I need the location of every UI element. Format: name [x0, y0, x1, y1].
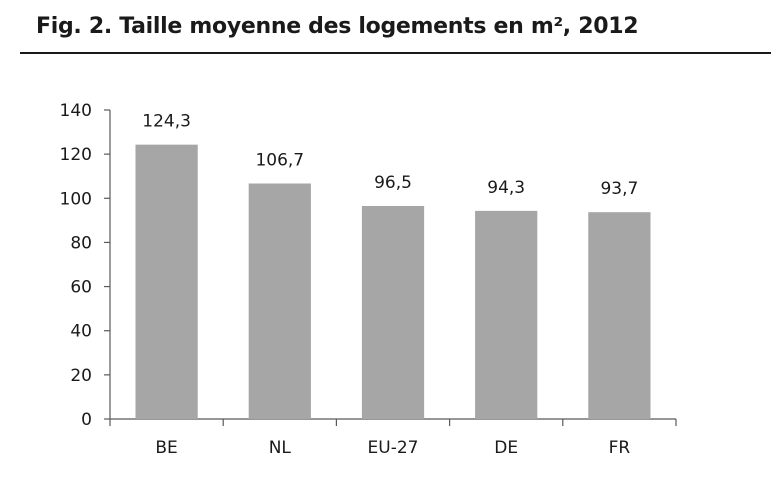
y-tick-label: 100	[60, 189, 92, 209]
title-divider	[20, 52, 771, 54]
x-tick-label: BE	[155, 438, 177, 458]
bar-de	[475, 210, 538, 419]
y-tick-label: 20	[70, 366, 92, 386]
data-label-fr: 93,7	[600, 179, 638, 199]
bar-be	[135, 144, 198, 419]
x-axis: BE NL EU-27 DE FR	[109, 418, 677, 458]
data-label-de: 94,3	[487, 178, 525, 198]
data-label-nl: 106,7	[255, 150, 304, 170]
y-tick-label: 60	[70, 278, 92, 298]
x-tick-label: EU-27	[368, 438, 419, 458]
y-tick-label: 40	[70, 322, 92, 342]
data-label-be: 124,3	[142, 112, 191, 132]
bar-eu-27	[361, 206, 425, 419]
bar-nl	[248, 183, 311, 419]
data-labels: 124,3 106,7 96,5 94,3 93,7	[142, 112, 638, 200]
y-tick-label: 80	[70, 233, 92, 253]
figure-title: Fig. 2. Taille moyenne des logements en …	[36, 14, 639, 39]
y-axis: 0 20 40 60 80 100 120 140	[60, 101, 111, 430]
y-tick-label: 120	[60, 145, 92, 165]
y-tick-label: 140	[60, 101, 92, 121]
bars	[135, 144, 651, 419]
x-tick-label: FR	[609, 438, 631, 458]
bar-fr	[588, 212, 651, 419]
x-tick-label: DE	[494, 438, 518, 458]
y-tick-label: 0	[81, 410, 92, 430]
x-tick-label: NL	[269, 438, 292, 458]
data-label-eu-27: 96,5	[374, 173, 412, 193]
